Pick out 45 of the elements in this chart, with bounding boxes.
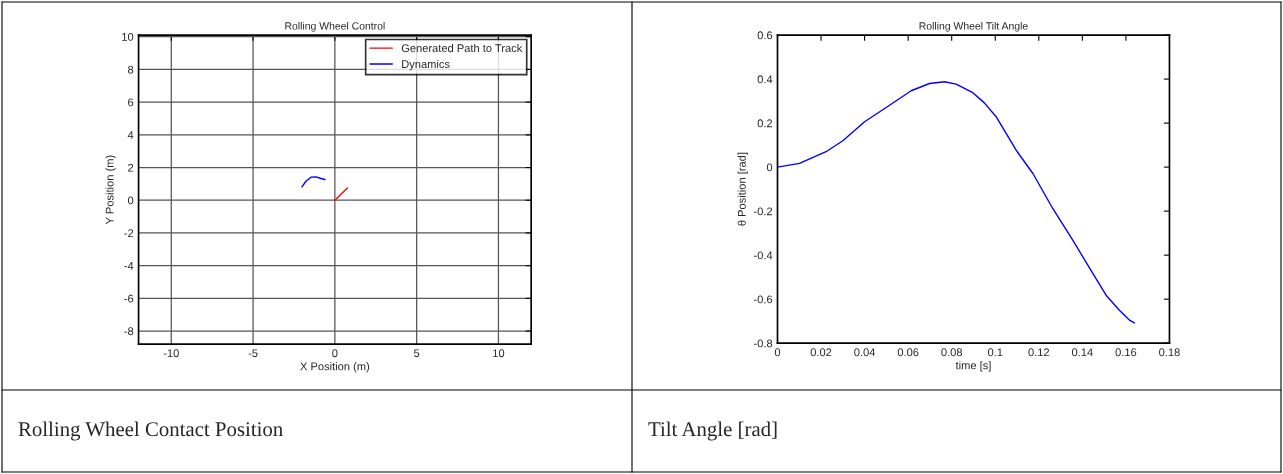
x-tick-label: 0.08 <box>941 348 963 357</box>
x-tick-label: 0.02 <box>810 348 832 357</box>
text: Rolling Wheel Contact Position <box>18 421 283 441</box>
line-series <box>777 81 1136 324</box>
y-tick-label: 0 <box>766 163 773 172</box>
y-tick-label: -6 <box>124 294 134 303</box>
y-tick-label: 0.4 <box>757 75 773 84</box>
legend-label: Dynamics <box>402 59 450 71</box>
y-tick-label: 0.6 <box>757 31 773 40</box>
y-tick-label: 0.2 <box>757 119 773 128</box>
y-tick-label: 0 <box>127 196 134 205</box>
y-tick-label: 10 <box>122 32 134 41</box>
x-tick-label: 0.14 <box>1071 348 1093 357</box>
x-axis-title: X Position (m) <box>300 362 370 373</box>
y-tick-label: -0.6 <box>753 295 773 304</box>
y-tick-label: 4 <box>127 131 134 139</box>
y-tick-label: -8 <box>124 327 134 336</box>
y-axis-title: Y Position (m) <box>105 155 116 225</box>
x-tick-label: 0.04 <box>854 348 876 357</box>
legend-label: Generated Path to Track <box>401 43 523 53</box>
y-tick-label: 8 <box>128 65 134 74</box>
y-tick-label: -0.8 <box>753 339 773 348</box>
y-tick-label: -4 <box>124 262 134 270</box>
y-axis-title: θ Position [rad] <box>737 152 748 226</box>
chart-title: Rolling Wheel Tilt Angle <box>919 21 1028 32</box>
y-tick-label: -2 <box>124 229 134 237</box>
x-axis-title: time [s] <box>955 361 991 372</box>
x-tick-label: 0.18 <box>1159 348 1180 357</box>
x-tick-label: 0 <box>774 348 781 357</box>
y-tick-label: 2 <box>128 163 134 172</box>
x-tick-label: 10 <box>493 349 505 358</box>
y-tick-label: 6 <box>128 98 134 107</box>
line-series <box>301 176 326 188</box>
y-tick-label: -0.4 <box>753 251 773 260</box>
y-tick-label: -0.2 <box>753 207 773 216</box>
chart-title: Rolling Wheel Control <box>285 21 385 32</box>
x-tick-label: 0 <box>332 349 338 358</box>
x-tick-label: 0.06 <box>897 348 919 357</box>
x-tick-label: 0.12 <box>1028 348 1050 357</box>
x-tick-label: -10 <box>163 349 179 358</box>
x-tick-label: 0.16 <box>1115 348 1137 357</box>
text: Tilt Angle [rad] <box>648 421 777 441</box>
x-tick-label: -5 <box>248 349 258 358</box>
x-tick-label: 0.1 <box>987 348 1003 357</box>
x-tick-label: 5 <box>414 349 420 358</box>
